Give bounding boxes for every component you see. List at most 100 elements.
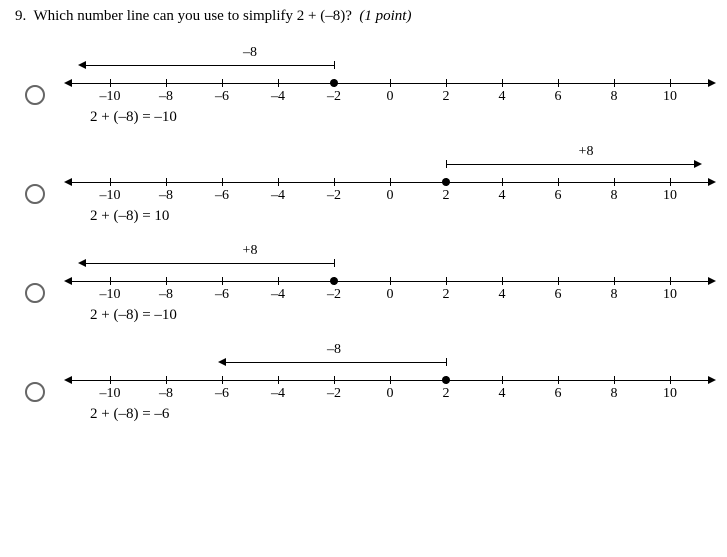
axis-arrow-right-icon bbox=[708, 277, 716, 285]
tick bbox=[558, 178, 559, 186]
tick bbox=[614, 178, 615, 186]
tick-label: –4 bbox=[271, 89, 285, 105]
tick bbox=[278, 376, 279, 384]
tick bbox=[166, 79, 167, 87]
option-content: –10–8–6–4–20246810+82 + (–8) = –10 bbox=[70, 243, 712, 324]
option-row: –10–8–6–4–20246810+82 + (–8) = –10 bbox=[15, 243, 712, 324]
tick bbox=[110, 178, 111, 186]
tick-label: 6 bbox=[555, 386, 562, 402]
tick-label: –6 bbox=[215, 188, 229, 204]
tick bbox=[110, 79, 111, 87]
tick bbox=[390, 277, 391, 285]
tick-label: –4 bbox=[271, 386, 285, 402]
tick-label: 8 bbox=[611, 89, 618, 105]
tick-label: –6 bbox=[215, 89, 229, 105]
axis-arrow-right-icon bbox=[708, 376, 716, 384]
tick bbox=[670, 79, 671, 87]
tick-label: 0 bbox=[387, 287, 394, 303]
question-body: Which number line can you use to simplif… bbox=[33, 8, 351, 24]
tick-label: 2 bbox=[443, 188, 450, 204]
jump-arrow-right-icon bbox=[694, 160, 702, 168]
tick-label: –2 bbox=[327, 386, 341, 402]
tick-label: 2 bbox=[443, 386, 450, 402]
tick-label: –2 bbox=[327, 188, 341, 204]
equation-text: 2 + (–8) = 10 bbox=[90, 208, 712, 225]
point-dot bbox=[442, 178, 450, 186]
options-container: –10 –8 –6 –4 –2 0 2 4 6 8 10 –8 2 + (–8) = –10 –10 –8 –… bbox=[15, 45, 712, 423]
radio-button[interactable] bbox=[25, 184, 45, 204]
tick bbox=[502, 79, 503, 87]
tick bbox=[334, 178, 335, 186]
radio-button[interactable] bbox=[25, 283, 45, 303]
jump-label: –8 bbox=[243, 45, 257, 61]
option-content: –10–8–6–4–20246810–82 + (–8) = –10 bbox=[70, 45, 712, 126]
tick-label: 0 bbox=[387, 188, 394, 204]
tick-label: 10 bbox=[663, 386, 677, 402]
number-line: –10–8–6–4–20246810+8 bbox=[70, 144, 710, 204]
axis-arrow-left-icon bbox=[64, 277, 72, 285]
tick-label: –10 bbox=[100, 188, 121, 204]
tick bbox=[166, 376, 167, 384]
tick-label: 2 bbox=[443, 287, 450, 303]
tick-label: 6 bbox=[555, 89, 562, 105]
tick bbox=[278, 79, 279, 87]
jump-arrow-left-icon bbox=[78, 259, 86, 267]
tick bbox=[670, 376, 671, 384]
jump-start-bracket bbox=[334, 259, 335, 267]
tick bbox=[166, 277, 167, 285]
jump-line bbox=[82, 263, 334, 264]
question-points: (1 point) bbox=[359, 8, 411, 24]
option-row: –10–8–6–4–20246810–82 + (–8) = –6 bbox=[15, 342, 712, 423]
tick-label: 8 bbox=[611, 287, 618, 303]
tick bbox=[614, 79, 615, 87]
tick-label: –4 bbox=[271, 188, 285, 204]
number-line: –10–8–6–4–20246810+8 bbox=[70, 243, 710, 303]
jump-line bbox=[446, 164, 698, 165]
tick-label: –2 bbox=[327, 89, 341, 105]
tick-label: –2 bbox=[327, 287, 341, 303]
tick bbox=[166, 178, 167, 186]
tick bbox=[110, 277, 111, 285]
tick bbox=[222, 376, 223, 384]
radio-button[interactable] bbox=[25, 382, 45, 402]
jump-arrow-left-icon bbox=[218, 358, 226, 366]
axis-arrow-right-icon bbox=[708, 79, 716, 87]
tick bbox=[670, 277, 671, 285]
tick-label: 4 bbox=[499, 386, 506, 402]
tick bbox=[390, 178, 391, 186]
tick-label: –10 bbox=[100, 287, 121, 303]
tick-label: 10 bbox=[663, 287, 677, 303]
tick bbox=[558, 277, 559, 285]
tick-label: 4 bbox=[499, 287, 506, 303]
tick bbox=[614, 277, 615, 285]
tick bbox=[502, 178, 503, 186]
tick-label: 10 bbox=[663, 89, 677, 105]
tick-label: –6 bbox=[215, 287, 229, 303]
question-text: 9. Which number line can you use to simp… bbox=[15, 8, 712, 25]
tick-label: 8 bbox=[611, 386, 618, 402]
equation-text: 2 + (–8) = –10 bbox=[90, 307, 712, 324]
tick bbox=[390, 79, 391, 87]
tick-label: 6 bbox=[555, 188, 562, 204]
tick bbox=[670, 178, 671, 186]
jump-label: –8 bbox=[327, 342, 341, 358]
axis-arrow-left-icon bbox=[64, 178, 72, 186]
equation-text: 2 + (–8) = –10 bbox=[90, 109, 712, 126]
tick bbox=[278, 178, 279, 186]
option-row: –10–8–6–4–20246810–82 + (–8) = –10 bbox=[15, 45, 712, 126]
point-dot bbox=[330, 277, 338, 285]
axis-arrow-right-icon bbox=[708, 178, 716, 186]
option-row: –10–8–6–4–20246810+82 + (–8) = 10 bbox=[15, 144, 712, 225]
tick bbox=[222, 79, 223, 87]
tick bbox=[110, 376, 111, 384]
tick-label: –8 bbox=[159, 386, 173, 402]
option-content: –10–8–6–4–20246810+82 + (–8) = 10 bbox=[70, 144, 712, 225]
jump-label: +8 bbox=[243, 243, 258, 259]
tick-label: 0 bbox=[387, 89, 394, 105]
radio-button[interactable] bbox=[25, 85, 45, 105]
tick bbox=[278, 277, 279, 285]
number-line: –10–8–6–4–20246810–8 bbox=[70, 45, 710, 105]
tick-label: 2 bbox=[443, 89, 450, 105]
tick-label: –8 bbox=[159, 287, 173, 303]
tick-label: –10 bbox=[100, 386, 121, 402]
